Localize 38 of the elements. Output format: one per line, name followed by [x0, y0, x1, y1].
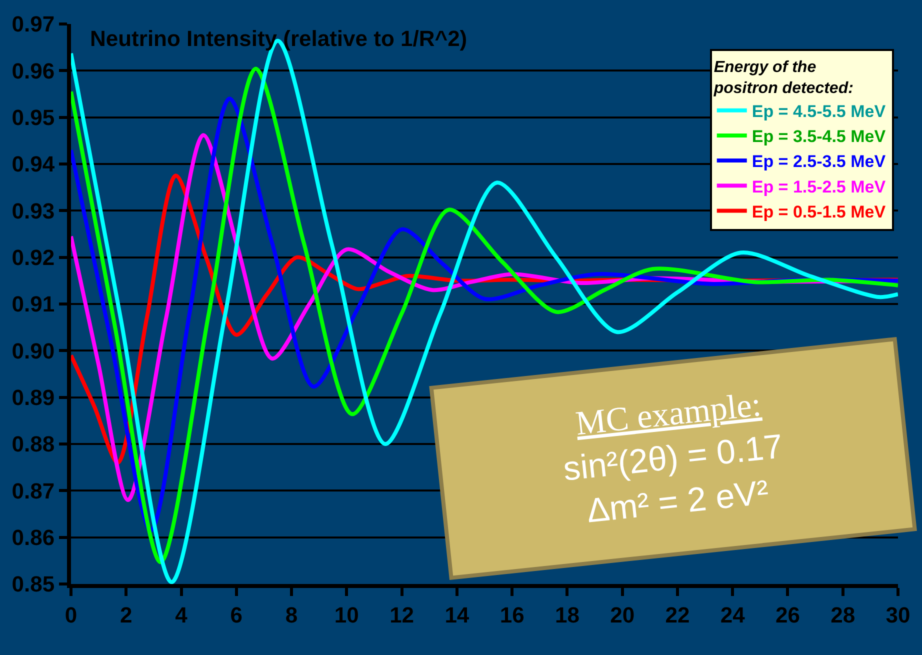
x-tick-label: 14 [444, 602, 470, 628]
x-tick-label: 10 [334, 602, 359, 628]
legend-title: Energy of the positron detected: [712, 59, 854, 97]
y-tick-label: 0.93 [12, 198, 55, 224]
x-tick-label: 28 [830, 602, 856, 628]
y-tick-label: 0.88 [12, 432, 55, 457]
legend-label: Ep = 2.5-3.5 MeV [752, 152, 886, 172]
x-tick-label: 12 [390, 602, 414, 628]
y-tick-label: 0.96 [12, 58, 55, 84]
legend-label: Ep = 3.5-4.5 MeV [752, 127, 886, 146]
y-tick-label: 0.89 [12, 385, 55, 410]
x-tick-label: 0 [64, 602, 78, 628]
annotation: MC example: sin²(2θ) = 0.17 Δm² = 2 eV² [562, 386, 784, 530]
chart-title: Neutrino Intensity (relative to 1/R^2) [90, 26, 468, 51]
x-tick-label: 16 [500, 602, 524, 628]
y-tick-label: 0.90 [12, 338, 55, 364]
x-tick-label: 24 [720, 602, 746, 628]
y-tick-label: 0.92 [12, 245, 55, 270]
x-tick-label: 18 [554, 602, 580, 628]
legend-label: Ep = 4.5-5.5 MeV [752, 102, 886, 121]
y-tick-label: 0.85 [12, 572, 55, 597]
y-tick-label: 0.95 [12, 105, 55, 130]
x-tick-label: 22 [665, 602, 690, 628]
x-tick-label: 6 [230, 602, 243, 628]
y-tick-label: 0.97 [12, 12, 55, 37]
legend-label: Ep = 0.5-1.5 MeV [752, 202, 886, 222]
x-tick-label: 30 [886, 602, 910, 628]
note-box: MC example: sin²(2θ) = 0.17 Δm² = 2 eV² [429, 336, 917, 580]
y-tick-label: 0.86 [12, 525, 55, 550]
y-tick-label: 0.87 [12, 478, 55, 504]
y-tick-label: 0.94 [12, 152, 56, 177]
x-tick-label: 8 [285, 602, 298, 628]
x-tick-label: 4 [175, 602, 188, 628]
x-tick-label: 26 [775, 602, 800, 628]
legend-label: Ep = 1.5-2.5 MeV [752, 177, 886, 196]
y-tick-label: 0.91 [12, 292, 55, 317]
x-tick-label: 2 [120, 602, 132, 628]
x-tick-label: 20 [610, 602, 635, 628]
